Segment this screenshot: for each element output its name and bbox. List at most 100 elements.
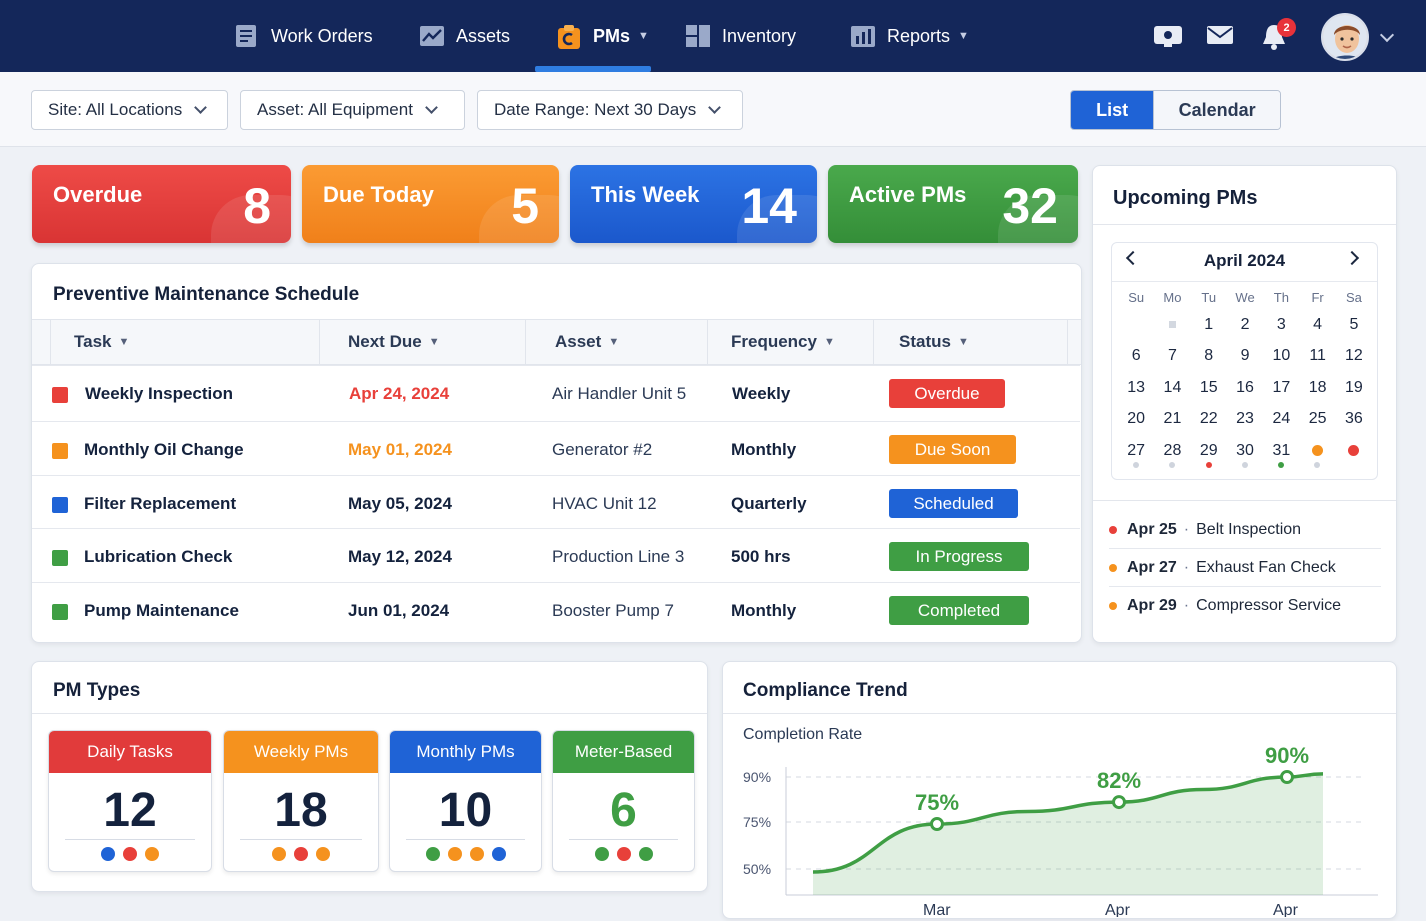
calendar-day[interactable]: 31 bbox=[1263, 435, 1299, 468]
calendar-day[interactable]: 30 bbox=[1227, 435, 1263, 468]
upcoming-item[interactable]: Apr 29 · Compressor Service bbox=[1109, 587, 1381, 625]
calendar-day[interactable]: 15 bbox=[1199, 378, 1218, 396]
stat-card-this-week[interactable]: This Week 14 bbox=[570, 165, 817, 243]
calendar-day[interactable]: 5 bbox=[1349, 315, 1359, 333]
calendar-day[interactable] bbox=[1336, 435, 1372, 467]
sort-icon: ▼ bbox=[957, 335, 969, 348]
calendar-day[interactable]: 6 bbox=[1131, 347, 1141, 365]
chart-subtitle: Completion Rate bbox=[743, 726, 863, 743]
calendar-day[interactable]: 19 bbox=[1345, 378, 1363, 396]
column-header-task[interactable]: Task ▼ bbox=[50, 319, 320, 364]
calendar-day[interactable]: 23 bbox=[1236, 410, 1254, 428]
list-view-button[interactable]: List bbox=[1071, 91, 1154, 129]
calendar-day[interactable]: 24 bbox=[1272, 410, 1291, 428]
task-name[interactable]: Filter Replacement bbox=[84, 494, 237, 513]
calendar-day[interactable] bbox=[1299, 435, 1335, 468]
task-name[interactable]: Weekly Inspection bbox=[85, 384, 234, 403]
calendar-day[interactable]: 12 bbox=[1345, 347, 1363, 365]
user-avatar[interactable] bbox=[1321, 13, 1369, 61]
task-name[interactable]: Pump Maintenance bbox=[84, 601, 239, 620]
calendar-day[interactable]: 13 bbox=[1127, 378, 1146, 396]
status-color-square bbox=[52, 443, 68, 459]
chevron-down-icon bbox=[194, 101, 208, 114]
asset-filter-dropdown[interactable]: Asset: All Equipment bbox=[240, 90, 465, 130]
calendar-day[interactable]: 7 bbox=[1167, 347, 1177, 365]
table-row[interactable]: Pump Maintenance Jun 01, 2024 Booster Pu… bbox=[32, 582, 1080, 636]
calendar-day[interactable]: 11 bbox=[1309, 347, 1326, 365]
calendar-day[interactable]: 28 bbox=[1154, 435, 1190, 468]
asset-name: HVAC Unit 12 bbox=[552, 494, 657, 513]
site-filter-dropdown[interactable]: Site: All Locations bbox=[31, 90, 228, 130]
upcoming-date: Apr 25 bbox=[1127, 520, 1177, 538]
upcoming-item[interactable]: Apr 25 · Belt Inspection bbox=[1109, 511, 1381, 549]
nav-pms[interactable]: PMs ▼ bbox=[556, 0, 649, 72]
status-badge: Due Soon bbox=[889, 435, 1016, 464]
nav-work-orders[interactable]: Work Orders bbox=[234, 0, 373, 72]
table-row[interactable]: Weekly Inspection Apr 24, 2024 Air Handl… bbox=[32, 365, 1080, 419]
stat-card-active-pms[interactable]: Active PMs 32 bbox=[828, 165, 1078, 243]
nav-assets[interactable]: Assets bbox=[419, 0, 510, 72]
divider bbox=[723, 713, 1396, 714]
calendar-day[interactable]: 14 bbox=[1163, 378, 1182, 396]
table-row[interactable]: Filter Replacement May 05, 2024 HVAC Uni… bbox=[32, 475, 1080, 529]
filter-bar: Site: All Locations Asset: All Equipment… bbox=[0, 72, 1426, 147]
status-color-square bbox=[52, 387, 68, 403]
stat-card-overdue[interactable]: Overdue 8 bbox=[32, 165, 291, 243]
video-icon[interactable] bbox=[1153, 22, 1183, 55]
column-header-status[interactable]: Status ▼ bbox=[874, 319, 1068, 364]
calendar-day[interactable]: 2 bbox=[1240, 315, 1250, 333]
pm-type-card-daily[interactable]: Daily Tasks 12 bbox=[48, 730, 212, 872]
profile-chevron-icon[interactable] bbox=[1379, 27, 1395, 43]
data-point[interactable] bbox=[1112, 795, 1126, 810]
data-point[interactable] bbox=[930, 817, 944, 831]
pm-types-title: PM Types bbox=[53, 680, 141, 701]
calendar-day[interactable]: 10 bbox=[1272, 347, 1291, 365]
nav-inventory[interactable]: Inventory bbox=[685, 0, 796, 72]
calendar-day[interactable] bbox=[1154, 309, 1190, 341]
table-row[interactable]: Monthly Oil Change May 01, 2024 Generato… bbox=[32, 421, 1080, 475]
nav-inventory-label: Inventory bbox=[722, 25, 797, 46]
date-range-dropdown[interactable]: Date Range: Next 30 Days bbox=[477, 90, 743, 130]
pm-type-card-weekly[interactable]: Weekly PMs 18 bbox=[223, 730, 379, 872]
mail-icon[interactable] bbox=[1206, 22, 1234, 55]
calendar-day[interactable]: 18 bbox=[1308, 378, 1327, 396]
calendar-day[interactable]: 3 bbox=[1276, 315, 1286, 333]
calendar-view-button[interactable]: Calendar bbox=[1153, 91, 1280, 129]
weekday-label: We bbox=[1235, 289, 1255, 305]
calendar-day[interactable]: 21 bbox=[1163, 410, 1182, 428]
stat-card-due-today[interactable]: Due Today 5 bbox=[302, 165, 559, 243]
table-row[interactable]: Lubrication Check May 12, 2024 Productio… bbox=[32, 528, 1080, 582]
calendar-day[interactable] bbox=[1118, 309, 1154, 341]
column-header-asset[interactable]: Asset ▼ bbox=[526, 319, 708, 364]
task-name[interactable]: Lubrication Check bbox=[84, 547, 233, 566]
calendar-day[interactable]: 16 bbox=[1236, 378, 1254, 396]
task-name[interactable]: Monthly Oil Change bbox=[84, 440, 244, 459]
nav-reports[interactable]: Reports ▼ bbox=[850, 0, 969, 72]
calendar-day[interactable]: 25 bbox=[1308, 410, 1327, 428]
calendar-month: April 2024 bbox=[1203, 251, 1286, 270]
column-header-frequency[interactable]: Frequency ▼ bbox=[708, 319, 874, 364]
calendar-day[interactable]: 29 bbox=[1191, 435, 1227, 468]
pm-type-card-monthly[interactable]: Monthly PMs 10 bbox=[389, 730, 542, 872]
schedule-title: Preventive Maintenance Schedule bbox=[53, 284, 360, 305]
nav-work-orders-label: Work Orders bbox=[271, 25, 373, 46]
next-due-date: May 01, 2024 bbox=[348, 440, 452, 459]
calendar-day[interactable]: 20 bbox=[1127, 410, 1146, 428]
mini-calendar: April 2024 Su Mo Tu We Th Fr Sa 1 2 3 4 5 6 7 8 9 10 11 12… bbox=[1111, 242, 1378, 480]
calendar-day[interactable]: 22 bbox=[1199, 410, 1218, 428]
calendar-day[interactable]: 36 bbox=[1345, 410, 1363, 428]
column-header-next-due[interactable]: Next Due ▼ bbox=[320, 319, 526, 364]
calendar-day[interactable]: 17 bbox=[1272, 378, 1291, 396]
column-label: Status bbox=[899, 331, 951, 351]
status-badge: In Progress bbox=[889, 542, 1029, 571]
calendar-day[interactable]: 27 bbox=[1118, 435, 1154, 468]
calendar-day[interactable]: 8 bbox=[1204, 347, 1214, 365]
pm-type-card-meter[interactable]: Meter-Based 6 bbox=[552, 730, 695, 872]
data-point[interactable] bbox=[1280, 770, 1294, 784]
nav-pms-label: PMs bbox=[593, 25, 631, 46]
next-due-date: Apr 24, 2024 bbox=[349, 384, 450, 403]
calendar-day[interactable]: 9 bbox=[1240, 347, 1250, 365]
calendar-day[interactable]: 4 bbox=[1313, 315, 1323, 333]
upcoming-item[interactable]: Apr 27 · Exhaust Fan Check bbox=[1109, 549, 1381, 587]
calendar-day[interactable]: 1 bbox=[1204, 315, 1214, 333]
